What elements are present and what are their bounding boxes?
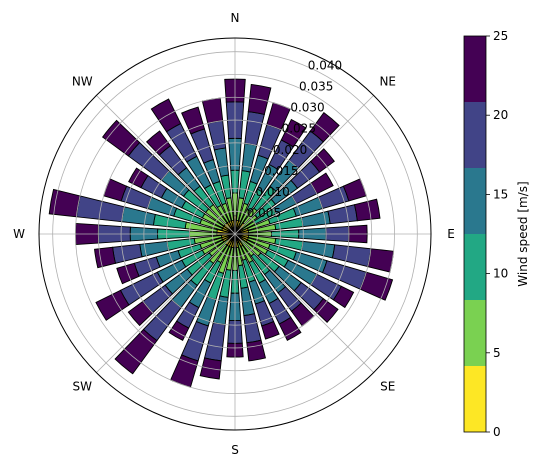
radial-tick-label: 0.040 [308,59,342,73]
radial-tick-label: 0.030 [290,101,324,115]
colorbar-ticks: 0 5 10 15 20 25 [486,29,508,439]
bar-segment-260-bin5 [94,246,117,269]
bar-segment-30-bin5 [280,118,307,148]
bar-segment-40-bin5 [309,111,340,143]
colorbar-tick-label: 5 [493,346,501,360]
bar-segment-170-bin4 [243,313,262,344]
grid-spoke-3 [234,233,374,373]
bar-segment-350-bin5 [201,97,224,124]
direction-label-SW: SW [73,380,93,394]
grid-spoke-1 [234,95,374,235]
direction-label-W: W [13,227,25,241]
polar-axes: 0.005 0.010 0.015 0.020 0.025 0.030 0.035 0.040… [13,11,455,457]
colorbar-segment-1 [464,300,486,366]
colorbar-tick-label: 15 [493,187,508,201]
bar-segment-240-bin5 [95,289,130,321]
bar-segment-80-bin4 [327,204,358,225]
colorbar-tick-label: 10 [493,267,508,281]
sector-bars [48,78,395,388]
bar-segment-220-bin5 [114,328,158,375]
radial-tick-label: 0.035 [299,80,333,94]
bar-segment-170-bin5 [246,339,266,362]
direction-label-NE: NE [379,74,396,88]
polar-grid [39,38,431,430]
colorbar-label: Wind speed [m/s] [516,181,530,286]
colorbar-segment-0 [464,366,486,432]
polar-outer-ring [38,37,432,431]
bar-segment-330-bin5 [150,98,182,133]
colorbar-frame [463,35,487,433]
colorbar-segment-4 [464,102,486,168]
radial-tick-label: 0.025 [282,122,316,136]
bar-segment-100-bin5 [367,248,395,273]
bar-segment-320-bin5 [146,130,172,156]
colorbar-segment-5 [464,36,486,102]
bar-segment-200-bin5 [170,354,199,388]
direction-label-SE: SE [380,380,395,394]
bar-segment-100-bin4 [331,244,372,268]
direction-label-S: S [231,443,239,457]
bar-segment-350-bin4 [207,120,227,151]
radial-tick-labels: 0.005 0.010 0.015 0.020 0.025 0.030 0.035 0.040 [247,59,342,220]
bar-segment-10-bin4 [244,111,265,147]
radial-tick-label: 0.005 [247,206,281,220]
colorbar-segments [464,36,486,432]
direction-label-N: N [231,11,240,25]
colorbar-segment-3 [464,168,486,234]
bar-segment-120-bin5 [332,285,355,309]
radial-tick-label: 0.015 [264,164,298,178]
bar-segment-260-bin4 [112,243,143,264]
grid-spoke-7 [96,95,236,235]
bar-segment-80-bin5 [353,198,381,222]
bar-segment-150-bin5 [278,316,302,341]
grid-spoke-5 [96,233,236,373]
colorbar-tick-label: 25 [493,29,508,43]
bar-segment-340-bin5 [181,106,206,135]
radial-tick-label: 0.020 [273,143,307,157]
bar-segment-310-bin5 [101,119,141,157]
direction-labels: N NE E SE S SW W NW [13,11,455,457]
direction-label-NW: NW [72,74,93,88]
bar-segment-160-bin5 [261,320,280,340]
bar-segment-130-bin5 [313,297,339,323]
colorbar: 0 5 10 15 20 25 Wind speed [m/s] [463,29,530,439]
radial-tick-label: 0.010 [255,185,289,199]
colorbar-tick-label: 20 [493,108,508,122]
colorbar-segment-2 [464,234,486,300]
direction-label-E: E [447,227,455,241]
colorbar-tick-label: 0 [493,425,501,439]
